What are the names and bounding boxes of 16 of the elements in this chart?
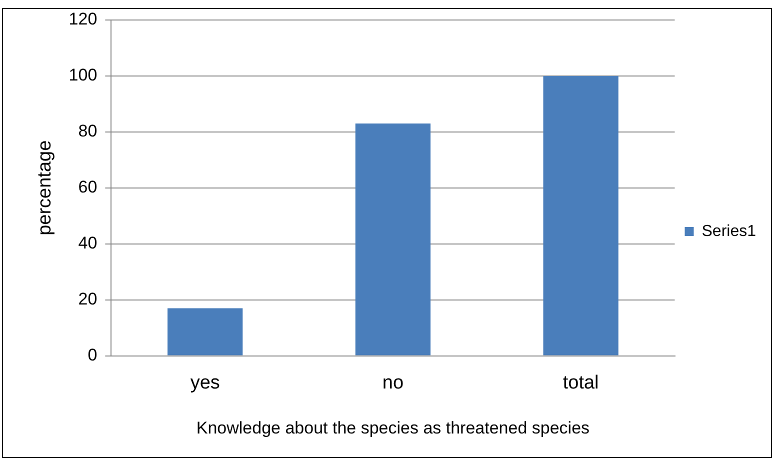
- y-tick-label: 80: [78, 122, 98, 141]
- y-tick-label: 120: [68, 10, 98, 29]
- legend-label: Series1: [702, 222, 756, 240]
- y-tick-label: 0: [88, 345, 98, 364]
- y-tick-label: 60: [78, 178, 98, 197]
- x-axis-title: Knowledge about the species as threatened species: [196, 418, 590, 438]
- y-tick-label: 40: [78, 234, 98, 253]
- bar: [355, 124, 431, 356]
- y-tick-label: 100: [68, 66, 98, 85]
- bar: [168, 308, 243, 356]
- x-tick-label: total: [562, 372, 599, 394]
- bar: [543, 76, 618, 356]
- y-axis-title: percentage: [34, 140, 56, 236]
- x-tick-label: no: [382, 372, 404, 394]
- y-tick-label: 20: [78, 290, 98, 309]
- x-tick-label: yes: [190, 372, 220, 394]
